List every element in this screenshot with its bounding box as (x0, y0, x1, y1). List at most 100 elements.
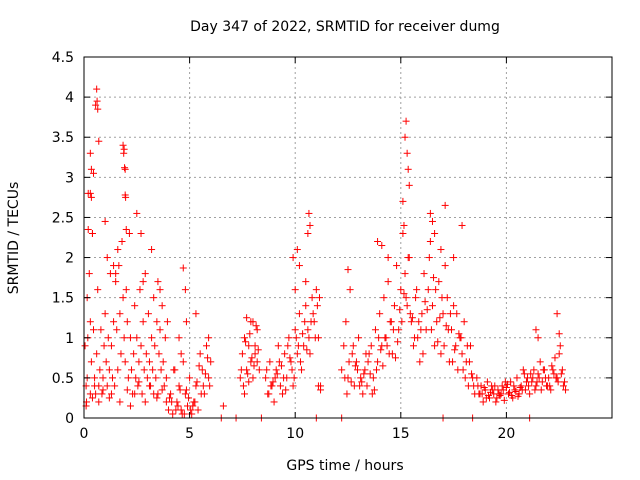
data-point (436, 314, 444, 322)
data-point (206, 382, 214, 390)
data-point (131, 390, 139, 398)
data-point (522, 378, 530, 386)
data-point (426, 238, 434, 246)
data-point (142, 350, 150, 358)
data-point (458, 221, 466, 229)
data-point (418, 310, 426, 318)
data-point (404, 254, 412, 262)
data-point (514, 392, 522, 400)
data-point (241, 390, 249, 398)
data-point (402, 294, 410, 302)
data-point (295, 310, 303, 318)
data-point (262, 374, 270, 382)
data-point (121, 165, 129, 173)
data-point (123, 318, 131, 326)
data-point (191, 398, 199, 406)
x-tick-label: 15 (392, 426, 410, 442)
data-point (338, 366, 346, 374)
data-point (145, 358, 153, 366)
data-point (187, 406, 195, 414)
data-point (389, 326, 397, 334)
y-axis-label: SRMTID / TECUs (6, 182, 22, 295)
data-point (506, 388, 514, 396)
data-point (480, 384, 488, 392)
data-point (99, 386, 107, 394)
data-point (533, 378, 541, 386)
x-tick-labels: 0 5 10 15 20 (80, 426, 516, 442)
data-point (266, 358, 274, 366)
data-point (560, 378, 568, 386)
data-point (175, 382, 183, 390)
data-point (294, 342, 302, 350)
data-point (124, 374, 132, 382)
data-point (400, 221, 408, 229)
data-point (450, 302, 458, 310)
data-point (384, 254, 392, 262)
data-point (236, 374, 244, 382)
data-point (133, 334, 141, 342)
data-point (293, 246, 301, 254)
data-point (137, 342, 145, 350)
data-point (179, 264, 187, 272)
data-point (349, 342, 357, 350)
data-point (159, 358, 167, 366)
data-point (384, 278, 392, 286)
data-point (296, 358, 304, 366)
data-point (93, 350, 101, 358)
data-point (198, 366, 206, 374)
data-point (412, 294, 420, 302)
y-tick-label: 3 (65, 170, 74, 186)
data-point (387, 318, 395, 326)
data-point (367, 342, 375, 350)
data-point (277, 362, 285, 370)
data-point (281, 350, 289, 358)
data-point (370, 386, 378, 394)
data-point (95, 137, 103, 145)
data-point (205, 334, 213, 342)
y-tick-label: 3.5 (52, 130, 74, 146)
data-point (314, 382, 322, 390)
data-point (90, 169, 98, 177)
data-point (116, 398, 124, 406)
data-point (182, 318, 190, 326)
data-point (312, 286, 320, 294)
data-point (185, 394, 193, 402)
data-point (340, 342, 348, 350)
data-point (113, 326, 121, 334)
data-point (97, 326, 105, 334)
data-point (527, 370, 535, 378)
data-point (362, 350, 370, 358)
data-point (441, 201, 449, 209)
data-point (109, 374, 117, 382)
data-point (104, 334, 112, 342)
data-point (397, 286, 405, 294)
data-point (85, 270, 93, 278)
data-point (491, 382, 499, 390)
data-point (121, 164, 129, 172)
data-point (355, 334, 363, 342)
data-point (161, 334, 169, 342)
data-point (126, 334, 134, 342)
data-point (406, 310, 414, 318)
data-point (86, 149, 94, 157)
data-point (94, 105, 102, 113)
data-point (145, 382, 153, 390)
data-point (207, 358, 215, 366)
data-point (192, 382, 200, 390)
data-point (458, 350, 466, 358)
data-point (251, 350, 259, 358)
data-point (309, 310, 317, 318)
data-point (411, 334, 419, 342)
data-point (451, 346, 459, 354)
data-point (369, 374, 377, 382)
data-point (555, 330, 563, 338)
data-point (489, 386, 497, 394)
data-point (360, 370, 368, 378)
data-point (95, 398, 103, 406)
data-point (499, 386, 507, 394)
data-point (253, 326, 261, 334)
data-point (239, 382, 247, 390)
data-point (306, 221, 314, 229)
data-point (172, 406, 180, 414)
data-point (174, 402, 182, 410)
